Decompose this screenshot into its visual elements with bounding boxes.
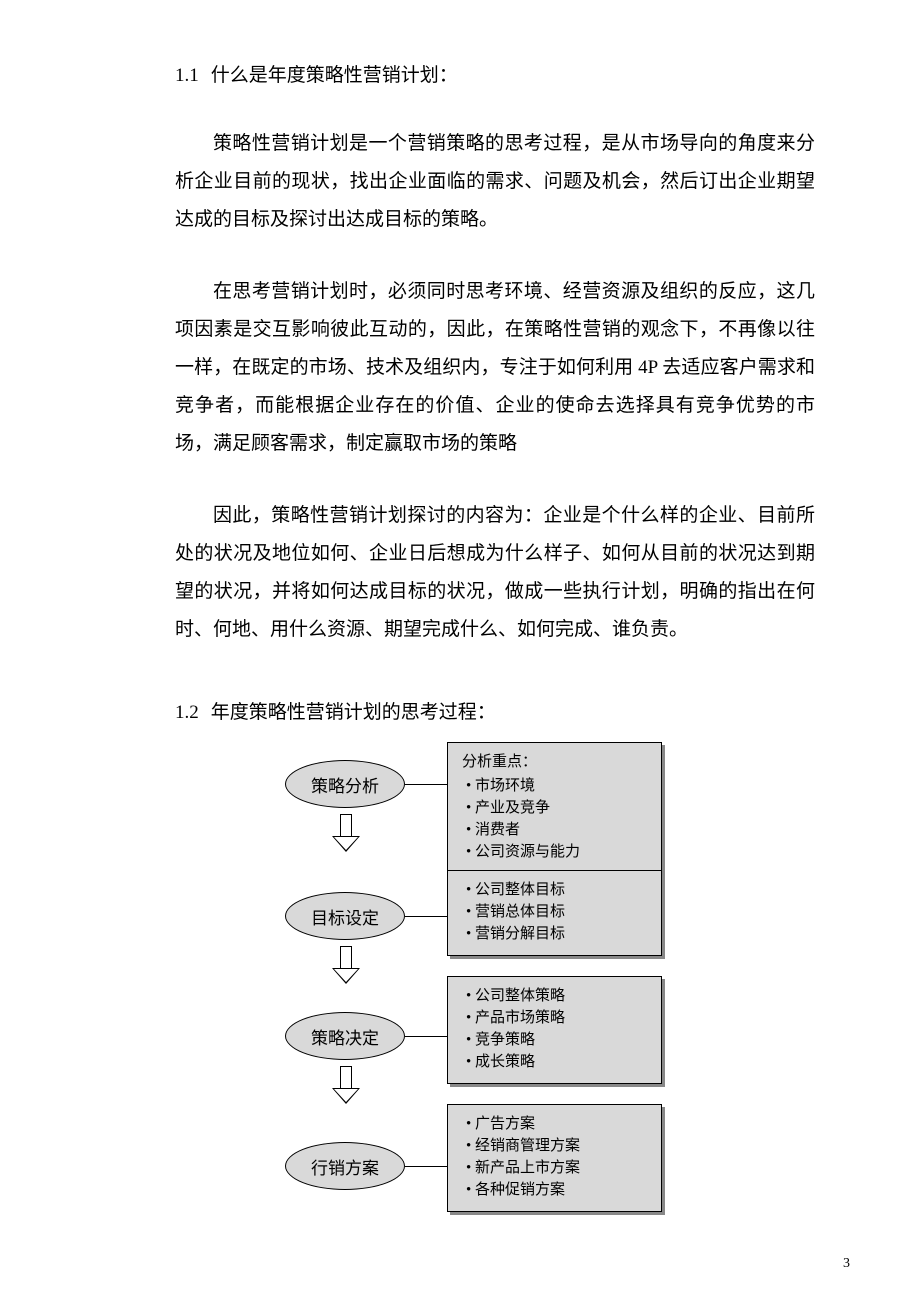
detail-bullet: 消费者 — [462, 819, 647, 841]
section-heading-2: 1.2 年度策略性营销计划的思考过程： — [175, 697, 815, 724]
paragraph-1: 策略性营销计划是一个营销策略的思考过程，是从市场导向的角度来分析企业目前的现状，… — [175, 125, 815, 239]
section-title: 什么是年度策略性营销计划： — [211, 65, 458, 86]
flow-node-label: 行销方案 — [311, 1154, 379, 1179]
flow-node-label: 策略分析 — [311, 772, 379, 797]
flowchart: 策略分析目标设定策略决定行销方案 分析重点：市场环境产业及竞争消费者公司资源与能力… — [255, 742, 895, 1242]
section-num: 1.2 — [175, 702, 199, 723]
detail-bullet: 产品市场策略 — [462, 1007, 647, 1029]
flow-node-label: 目标设定 — [311, 904, 379, 929]
down-arrow-icon — [332, 946, 360, 984]
paragraph-2: 在思考营销计划时，必须同时思考环境、经营资源及组织的反应，这几项因素是交互影响彼… — [175, 273, 815, 463]
flow-detail-box: 公司整体目标营销总体目标营销分解目标 — [447, 870, 662, 956]
section-title: 年度策略性营销计划的思考过程： — [211, 702, 496, 723]
flow-detail-box: 广告方案经销商管理方案新产品上市方案各种促销方案 — [447, 1104, 662, 1212]
section-num: 1.1 — [175, 65, 199, 86]
flow-node: 目标设定 — [285, 892, 405, 940]
detail-bullet: 公司资源与能力 — [462, 841, 647, 863]
detail-bullet: 新产品上市方案 — [462, 1157, 647, 1179]
detail-bullet: 公司整体策略 — [462, 985, 647, 1007]
down-arrow-icon — [332, 814, 360, 852]
detail-bullet: 市场环境 — [462, 775, 647, 797]
section-heading-1: 1.1 什么是年度策略性营销计划： — [175, 60, 815, 87]
connector-line — [405, 916, 447, 917]
detail-title: 分析重点： — [462, 751, 647, 773]
flow-detail-box: 分析重点：市场环境产业及竞争消费者公司资源与能力 — [447, 742, 662, 874]
connector-line — [405, 1166, 447, 1167]
detail-bullet: 广告方案 — [462, 1113, 647, 1135]
flow-node: 行销方案 — [285, 1142, 405, 1190]
connector-line — [405, 1036, 447, 1037]
flow-node: 策略决定 — [285, 1012, 405, 1060]
detail-bullet: 营销总体目标 — [462, 901, 647, 923]
paragraph-3: 因此，策略性营销计划探讨的内容为：企业是个什么样的企业、目前所处的状况及地位如何… — [175, 497, 815, 649]
detail-bullet: 经销商管理方案 — [462, 1135, 647, 1157]
page-number: 3 — [843, 1256, 850, 1272]
flow-node-label: 策略决定 — [311, 1024, 379, 1049]
down-arrow-icon — [332, 1066, 360, 1104]
detail-bullet: 营销分解目标 — [462, 923, 647, 945]
connector-line — [405, 784, 447, 785]
flow-node: 策略分析 — [285, 760, 405, 808]
detail-bullet: 公司整体目标 — [462, 879, 647, 901]
detail-bullet: 成长策略 — [462, 1051, 647, 1073]
flow-detail-box: 公司整体策略产品市场策略竞争策略成长策略 — [447, 976, 662, 1084]
detail-bullet: 产业及竞争 — [462, 797, 647, 819]
detail-bullet: 竞争策略 — [462, 1029, 647, 1051]
detail-bullet: 各种促销方案 — [462, 1179, 647, 1201]
